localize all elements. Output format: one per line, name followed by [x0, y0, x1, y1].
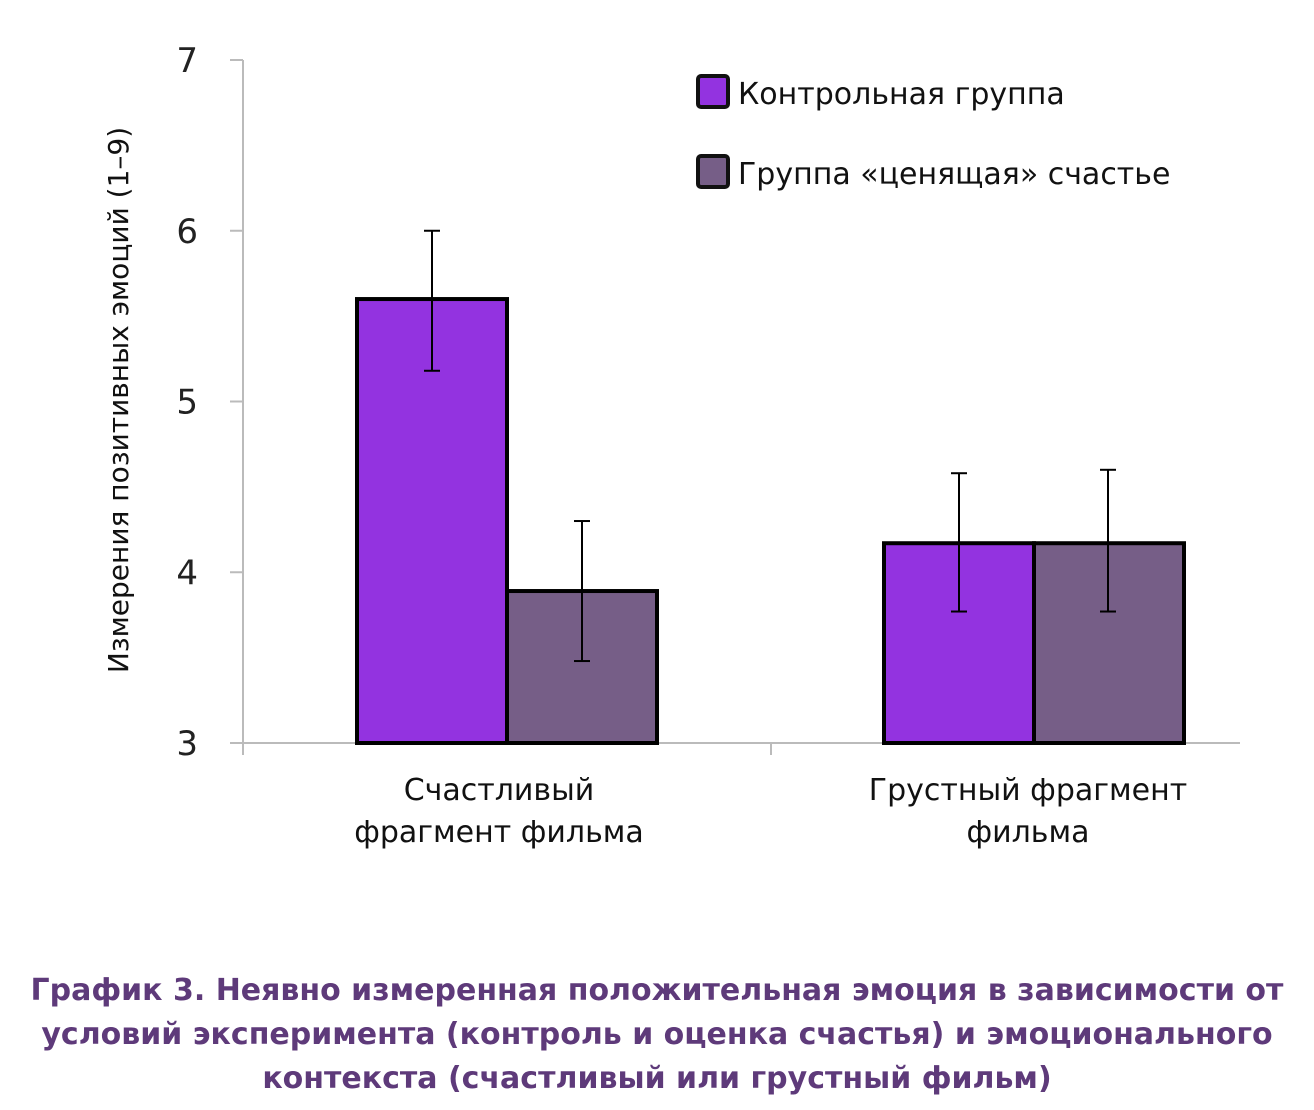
legend-label: Группа «ценящая» счастье: [738, 157, 1170, 192]
y-tick-label: 4: [176, 553, 198, 593]
y-tick-label: 6: [176, 212, 198, 252]
y-axis-label: Измерения позитивных эмоций (1–9): [102, 127, 135, 673]
x-tick-label: фрагмент фильма: [354, 815, 644, 850]
x-tick-label: Грустный фрагмент: [869, 773, 1187, 808]
y-tick-label: 7: [176, 41, 198, 81]
x-tick-label: фильма: [966, 815, 1089, 850]
legend-swatch: [696, 154, 730, 189]
axes: 3 4 5 6 7 Счастливый фрагмент фильма Грустный ф…: [176, 41, 1240, 850]
x-tick-label: Счастливый: [404, 773, 595, 808]
bars: [355, 297, 1186, 745]
legend: Контрольная группа Группа «ценящая» счаст…: [696, 74, 1170, 192]
legend-swatch: [696, 74, 730, 109]
y-tick-label: 5: [176, 383, 198, 423]
caption-line: График 3. Неявно измеренная положительна…: [31, 973, 1284, 1008]
caption-line: условий эксперимента (контроль и оценка …: [41, 1017, 1272, 1052]
legend-label: Контрольная группа: [738, 77, 1065, 112]
bar: [355, 297, 509, 745]
caption: График 3. Неявно измеренная положительна…: [31, 973, 1284, 1096]
error-bars: [424, 229, 1116, 663]
y-tick-label: 3: [176, 724, 198, 764]
caption-line: контекста (счастливый или грустный фильм…: [262, 1061, 1051, 1096]
